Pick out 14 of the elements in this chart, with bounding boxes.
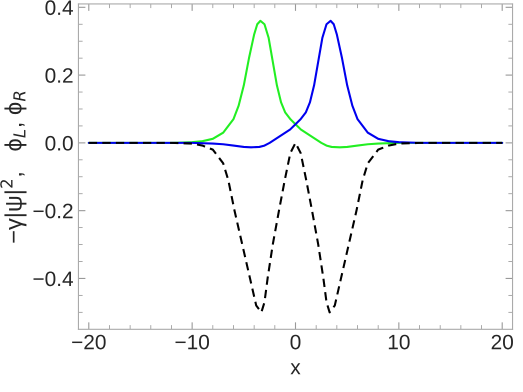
y-axis-title: −γ|ψ|$^{2}$, ϕ$_{L}$, ϕ$_{R}$	[0, 92, 27, 243]
x-tick-label: −20	[72, 334, 106, 350]
y-tick-label: 0.4	[45, 0, 73, 16]
x-tick-label: 10	[388, 334, 410, 350]
line-series	[88, 20, 504, 148]
line-series	[88, 142, 504, 314]
x-tick-label: 0	[290, 334, 300, 350]
y-tick-label: 0.2	[45, 68, 73, 83]
x-tick-label: 20	[492, 334, 513, 350]
x-tick-label: −10	[176, 334, 209, 350]
x-axis-title: x	[290, 363, 300, 374]
y-tick-label: 0.0	[45, 136, 73, 151]
y-tick-label: −0.2	[33, 204, 73, 218]
y-tick-label: −0.4	[33, 271, 73, 286]
